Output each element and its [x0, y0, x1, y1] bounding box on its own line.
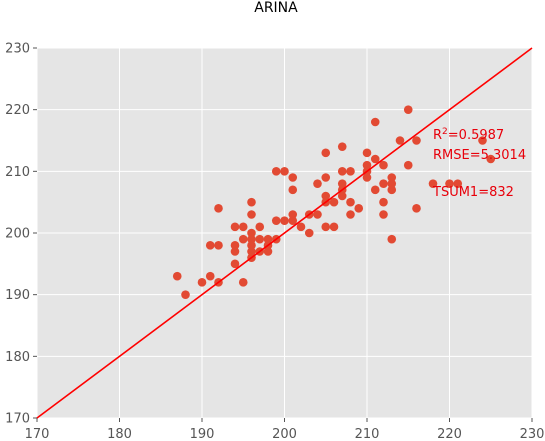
data-point [379, 210, 388, 219]
data-point [313, 210, 322, 219]
data-point [329, 197, 339, 207]
x-tick-label: 210 [355, 427, 380, 441]
data-point [362, 148, 372, 158]
y-tick-label: 170 [5, 412, 30, 427]
x-tick-label: 190 [190, 427, 215, 441]
data-point [197, 278, 207, 287]
data-point [214, 204, 223, 213]
data-point [412, 136, 421, 145]
data-point [255, 222, 265, 232]
data-point [296, 222, 306, 232]
data-point [280, 216, 289, 225]
data-point [247, 247, 256, 256]
x-tick-label: 170 [25, 427, 50, 441]
data-point [478, 136, 487, 145]
data-point [403, 160, 413, 170]
data-point [230, 241, 240, 250]
data-point [337, 191, 347, 201]
data-point [247, 228, 256, 238]
data-point [205, 241, 215, 250]
data-point [288, 185, 298, 195]
data-point [346, 210, 355, 219]
data-point [288, 173, 298, 182]
data-point [370, 154, 380, 164]
data-point [379, 179, 388, 188]
data-point [337, 179, 347, 188]
data-point [387, 234, 397, 244]
data-point [486, 154, 496, 164]
data-point [321, 222, 331, 232]
data-point [346, 197, 355, 207]
data-point [387, 173, 397, 182]
y-tick-label: 180 [5, 350, 30, 365]
y-tick-label: 220 [5, 103, 30, 118]
rmse-annotation: RMSE=5.3014 [433, 148, 526, 163]
data-point [445, 179, 454, 188]
data-point [313, 179, 322, 188]
tsum-annotation: TSUM1=832 [432, 185, 514, 200]
x-tick-label: 230 [520, 427, 545, 441]
data-point [230, 247, 240, 256]
data-point [280, 167, 289, 176]
data-point [354, 204, 364, 213]
data-point [329, 222, 339, 232]
data-point [337, 142, 347, 151]
data-point [362, 160, 372, 170]
data-point [453, 179, 463, 188]
data-point [263, 247, 273, 256]
data-point [379, 160, 388, 170]
data-point [337, 167, 347, 176]
r-squared-annotation: R2=0.5987 [433, 127, 504, 143]
data-point [181, 290, 190, 299]
data-point [321, 148, 331, 158]
x-tick-label: 180 [107, 427, 132, 441]
data-point [288, 210, 298, 219]
data-point [370, 117, 380, 127]
data-point [370, 185, 380, 195]
data-point [412, 204, 421, 213]
data-point [230, 259, 240, 269]
data-point [238, 278, 248, 287]
y-tick-label: 190 [5, 288, 30, 303]
data-point [247, 197, 256, 207]
chart-title: ARINA [254, 0, 298, 16]
data-point [263, 234, 273, 244]
data-point [346, 167, 355, 176]
data-point [271, 167, 281, 176]
x-tick-label: 200 [272, 427, 297, 441]
data-point [395, 136, 405, 145]
y-tick-label: 200 [5, 227, 30, 242]
data-point [387, 185, 397, 195]
data-point [271, 216, 281, 225]
data-point [238, 222, 248, 232]
data-point [321, 191, 331, 201]
y-tick-label: 230 [5, 42, 30, 57]
y-tick-label: 210 [5, 165, 30, 180]
data-point [247, 241, 256, 250]
data-point [288, 216, 298, 225]
data-point [403, 105, 413, 114]
y-axis-ticks: 170 180 190 200 210 220 230 [5, 42, 37, 427]
data-point [379, 197, 388, 207]
data-point [214, 241, 223, 250]
data-point [362, 173, 372, 182]
data-point [387, 179, 397, 188]
data-point [238, 234, 248, 244]
data-point [247, 210, 256, 219]
data-point [172, 271, 182, 281]
data-point [205, 271, 215, 281]
data-point [428, 179, 438, 188]
data-point [255, 234, 265, 244]
identity-line [36, 47, 533, 419]
data-point [247, 234, 256, 244]
x-tick-label: 220 [437, 427, 462, 441]
data-point [304, 228, 314, 238]
x-axis-ticks: 170 180 190 200 210 220 230 [25, 418, 545, 441]
data-point [230, 222, 240, 232]
data-point [321, 173, 331, 182]
